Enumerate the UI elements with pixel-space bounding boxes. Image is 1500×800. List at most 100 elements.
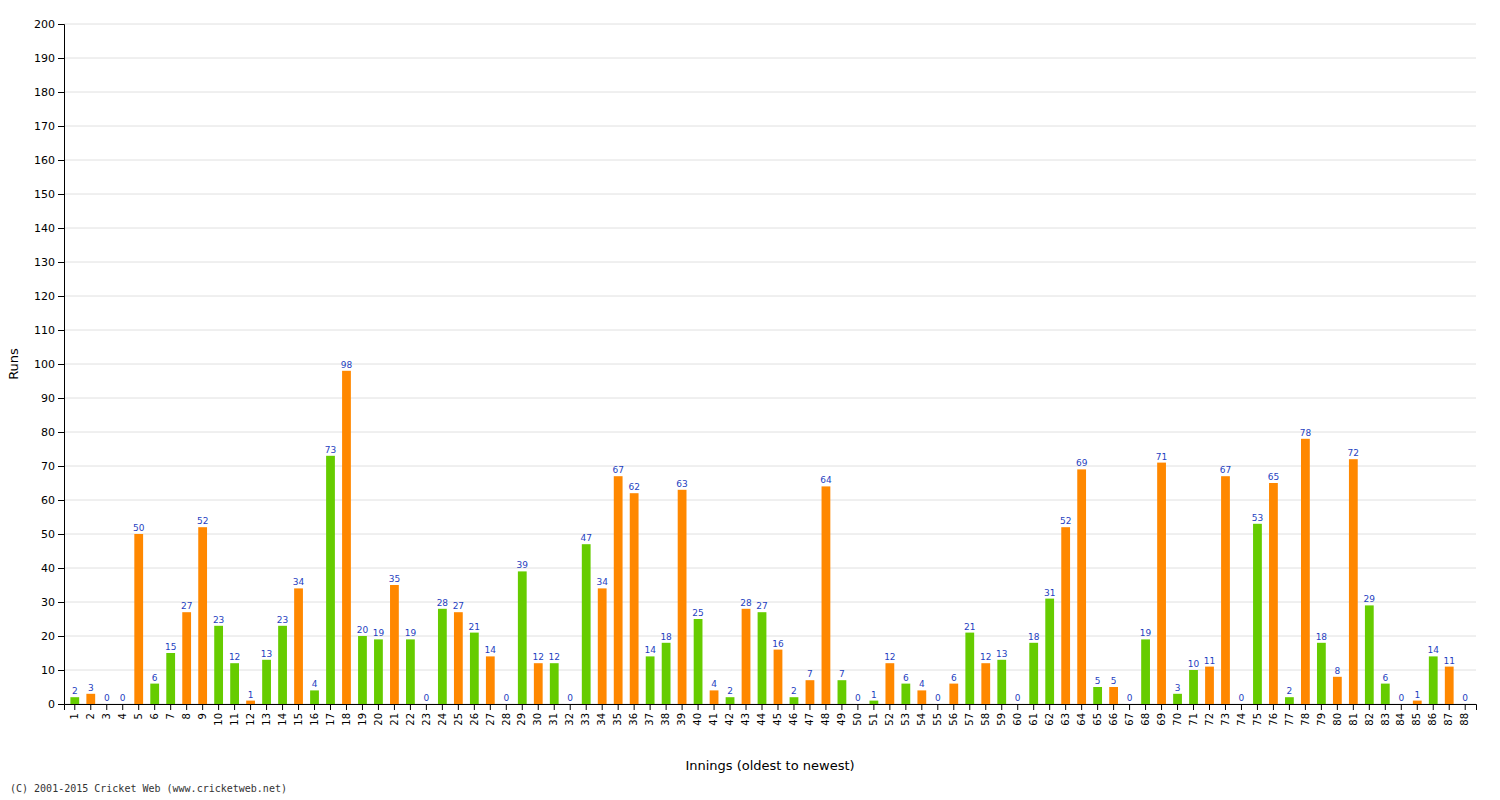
tick: 12 — [245, 704, 256, 726]
tick-label: 22 — [405, 713, 416, 726]
tick: 170 — [34, 120, 64, 133]
tick: 57 — [964, 704, 975, 726]
bar — [358, 636, 367, 704]
tick: 17 — [325, 704, 336, 726]
tick-label: 43 — [740, 713, 751, 726]
tick: 55 — [932, 704, 943, 726]
data-label: 16 — [772, 639, 784, 649]
tick-label: 52 — [884, 713, 895, 726]
tick-mark — [1113, 704, 1114, 710]
tick-label: 70 — [41, 460, 55, 473]
bar — [1429, 656, 1438, 704]
tick-mark — [266, 704, 267, 710]
grid-line — [64, 24, 1476, 25]
tick-mark — [58, 194, 64, 195]
tick-mark — [442, 704, 443, 710]
grid — [64, 24, 1476, 704]
data-label: 0 — [1462, 693, 1468, 703]
tick: 160 — [34, 154, 64, 167]
data-label: 29 — [1364, 594, 1376, 604]
data-label: 6 — [951, 673, 957, 683]
tick-label: 5 — [133, 713, 144, 719]
tick-label: 170 — [34, 120, 55, 133]
tick-mark — [1289, 704, 1290, 710]
data-label: 21 — [469, 622, 480, 632]
tick-label: 150 — [34, 188, 55, 201]
bar — [470, 633, 479, 704]
tick-mark — [554, 704, 555, 710]
tick: 18 — [341, 704, 352, 726]
bar — [758, 612, 767, 704]
tick-mark — [58, 568, 64, 569]
tick-mark — [1209, 704, 1210, 710]
tick: 1 — [69, 704, 80, 719]
data-label: 18 — [1028, 632, 1040, 642]
bar — [438, 609, 447, 704]
tick-label: 72 — [1204, 713, 1215, 726]
bar — [1381, 684, 1390, 704]
tick: 82 — [1364, 704, 1375, 726]
tick-label: 19 — [357, 713, 368, 726]
grid-line — [64, 568, 1476, 569]
tick-label: 26 — [469, 713, 480, 726]
tick: 4 — [117, 704, 128, 719]
tick-label: 56 — [948, 713, 959, 726]
tick-mark — [1193, 704, 1194, 710]
bar — [1013, 704, 1022, 705]
tick: 70 — [1172, 704, 1183, 726]
tick-mark — [298, 704, 299, 710]
data-label: 35 — [389, 574, 400, 584]
bar — [294, 588, 303, 704]
tick-mark — [362, 704, 363, 710]
tick: 190 — [34, 52, 64, 65]
grid-line — [64, 534, 1476, 535]
tick-label: 12 — [245, 713, 256, 726]
tick-label: 14 — [277, 713, 288, 726]
tick-label: 130 — [34, 256, 55, 269]
bar — [518, 571, 527, 704]
tick-label: 7 — [165, 713, 176, 719]
bar — [933, 704, 942, 705]
bar — [965, 633, 974, 704]
tick-label: 69 — [1156, 713, 1167, 726]
data-label: 7 — [839, 669, 845, 679]
tick: 38 — [660, 704, 671, 726]
tick-mark — [1065, 704, 1066, 710]
bar — [806, 680, 815, 704]
bar — [70, 697, 79, 704]
tick: 180 — [34, 86, 64, 99]
tick: 73 — [1220, 704, 1231, 726]
footer: (C) 2001-2015 Cricket Web (www.cricketwe… — [10, 783, 287, 794]
bar — [454, 612, 463, 704]
y-axis-title: Runs — [6, 348, 21, 380]
tick-label: 18 — [341, 713, 352, 726]
tick-label: 80 — [41, 426, 55, 439]
x-axis: 1234567891011121314151617181920212223242… — [65, 704, 1477, 726]
tick-label: 11 — [229, 713, 240, 726]
data-label: 14 — [644, 645, 656, 655]
tick-label: 15 — [293, 713, 304, 726]
tick-mark — [1401, 704, 1402, 710]
tick: 15 — [293, 704, 304, 726]
tick: 80 — [41, 426, 64, 439]
tick-label: 120 — [34, 290, 55, 303]
tick-mark — [218, 704, 219, 710]
bar — [1125, 704, 1134, 705]
tick: 61 — [1028, 704, 1039, 726]
tick: 40 — [692, 704, 703, 726]
tick-mark — [1273, 704, 1274, 710]
tick-label: 23 — [421, 713, 432, 726]
bar — [502, 704, 511, 705]
tick-mark — [825, 704, 826, 710]
bar — [1413, 701, 1422, 704]
bar — [694, 619, 703, 704]
tick-mark — [1017, 704, 1018, 710]
bar — [1221, 476, 1230, 704]
tick-label: 29 — [516, 713, 527, 726]
data-label: 12 — [549, 652, 560, 662]
tick-label: 83 — [1380, 713, 1391, 726]
data-label: 12 — [229, 652, 240, 662]
tick: 71 — [1188, 704, 1199, 726]
tick: 27 — [485, 704, 496, 726]
bar — [166, 653, 175, 704]
